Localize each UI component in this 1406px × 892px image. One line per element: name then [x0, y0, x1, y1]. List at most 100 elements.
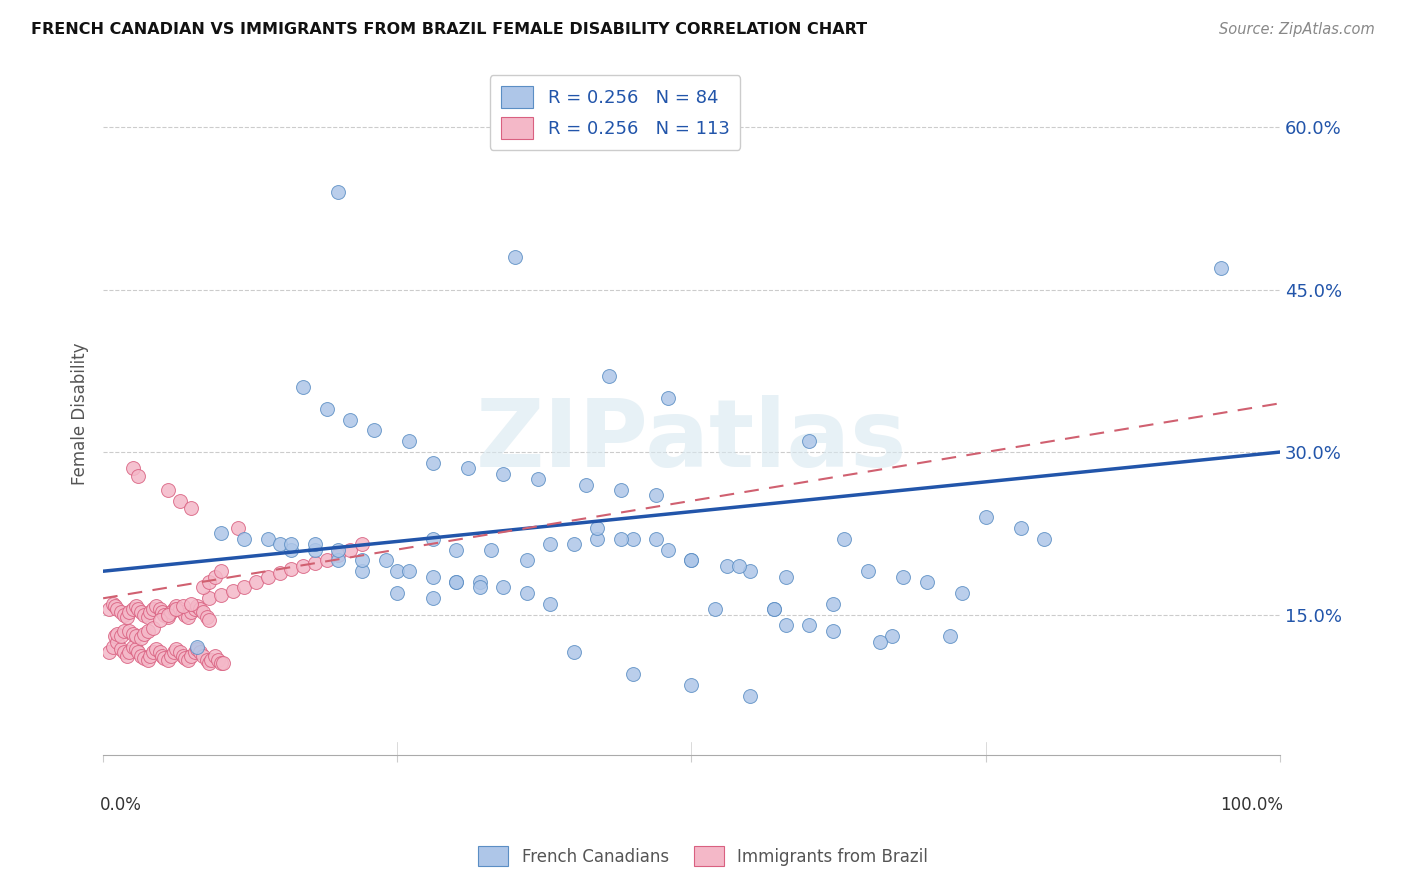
Y-axis label: Female Disability: Female Disability	[72, 343, 89, 485]
Point	[422, 591, 444, 606]
Point	[125, 629, 148, 643]
Point	[105, 627, 128, 641]
Point	[149, 645, 172, 659]
Point	[762, 602, 785, 616]
Point	[457, 461, 479, 475]
Point	[315, 401, 337, 416]
Point	[621, 667, 644, 681]
Point	[129, 606, 152, 620]
Point	[304, 556, 326, 570]
Point	[891, 569, 914, 583]
Point	[350, 553, 373, 567]
Point	[169, 493, 191, 508]
Point	[129, 648, 152, 663]
Point	[121, 627, 143, 641]
Point	[169, 645, 191, 659]
Text: 0.0%: 0.0%	[100, 797, 142, 814]
Point	[139, 648, 162, 663]
Point	[681, 678, 703, 692]
Point	[444, 575, 467, 590]
Point	[292, 380, 315, 394]
Point	[177, 609, 200, 624]
Point	[169, 602, 191, 616]
Point	[481, 542, 503, 557]
Point	[974, 510, 997, 524]
Point	[834, 532, 856, 546]
Legend: French Canadians, Immigrants from Brazil: French Canadians, Immigrants from Brazil	[471, 839, 935, 873]
Point	[118, 606, 141, 620]
Point	[188, 602, 211, 616]
Point	[134, 627, 156, 641]
Point	[186, 642, 208, 657]
Point	[180, 597, 202, 611]
Point	[444, 542, 467, 557]
Point	[134, 651, 156, 665]
Point	[136, 609, 159, 624]
Point	[950, 586, 973, 600]
Point	[104, 599, 127, 613]
Point	[184, 602, 207, 616]
Point	[598, 369, 620, 384]
Point	[492, 467, 515, 481]
Point	[586, 532, 609, 546]
Point	[516, 586, 538, 600]
Point	[740, 564, 762, 578]
Point	[174, 651, 197, 665]
Point	[574, 477, 596, 491]
Point	[191, 648, 214, 663]
Point	[156, 653, 179, 667]
Point	[304, 537, 326, 551]
Point	[468, 575, 491, 590]
Point	[165, 642, 187, 657]
Point	[110, 606, 132, 620]
Point	[209, 526, 232, 541]
Point	[165, 602, 187, 616]
Point	[153, 607, 176, 622]
Point	[112, 607, 135, 622]
Point	[172, 599, 194, 613]
Point	[139, 606, 162, 620]
Point	[101, 597, 124, 611]
Point	[727, 558, 749, 573]
Point	[186, 599, 208, 613]
Point	[869, 634, 891, 648]
Point	[762, 602, 785, 616]
Point	[136, 624, 159, 638]
Point	[681, 553, 703, 567]
Point	[562, 537, 585, 551]
Point	[821, 624, 844, 638]
Point	[125, 599, 148, 613]
Point	[149, 613, 172, 627]
Point	[129, 632, 152, 646]
Point	[209, 657, 232, 671]
Point	[98, 602, 121, 616]
Text: 100.0%: 100.0%	[1220, 797, 1284, 814]
Point	[422, 532, 444, 546]
Point	[101, 640, 124, 654]
Point	[939, 629, 962, 643]
Point	[350, 537, 373, 551]
Point	[740, 689, 762, 703]
Point	[177, 653, 200, 667]
Point	[149, 602, 172, 616]
Point	[165, 599, 187, 613]
Point	[775, 569, 797, 583]
Point	[191, 581, 214, 595]
Point	[610, 483, 633, 497]
Point	[207, 653, 229, 667]
Point	[188, 645, 211, 659]
Point	[104, 629, 127, 643]
Point	[184, 645, 207, 659]
Point	[292, 558, 315, 573]
Point	[716, 558, 738, 573]
Point	[195, 609, 218, 624]
Point	[118, 645, 141, 659]
Point	[198, 613, 221, 627]
Point	[112, 624, 135, 638]
Point	[328, 542, 350, 557]
Point	[110, 642, 132, 657]
Point	[172, 606, 194, 620]
Point	[797, 434, 820, 449]
Point	[797, 618, 820, 632]
Point	[538, 537, 561, 551]
